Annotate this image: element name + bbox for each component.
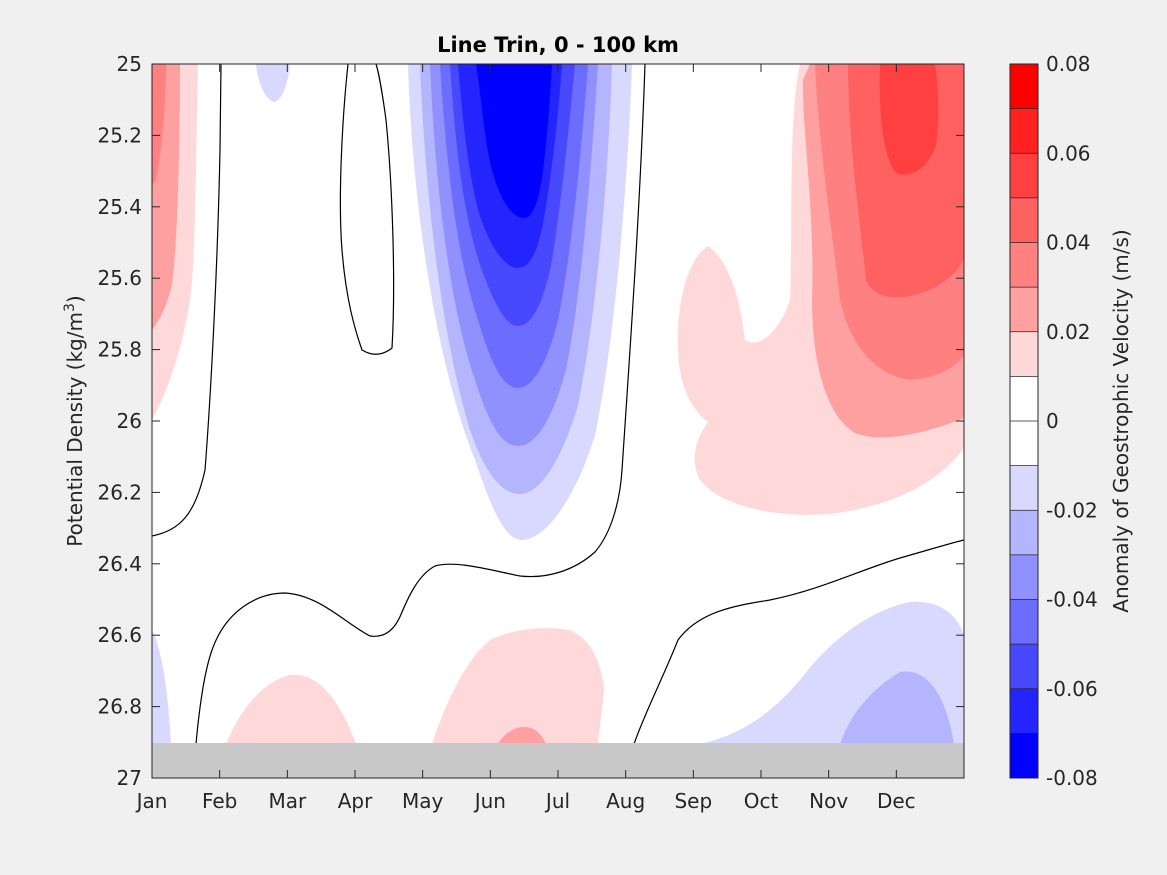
contour-fill-neg-mar-0.01 (256, 64, 290, 102)
x-tick-label: May (402, 789, 444, 813)
chart-title: Line Trin, 0 - 100 km (437, 33, 679, 57)
x-tick-label: Oct (744, 789, 779, 813)
contour-fill-neg-deep-dec-0.02 (840, 671, 954, 744)
zero-contour-line-apr (339, 64, 395, 355)
colorbar-segment (1010, 287, 1038, 333)
colorbar-segment (1010, 331, 1038, 377)
contour-fill-neg-deep-jan-0.01 (152, 630, 171, 744)
colorbar-tick-label: -0.06 (1046, 677, 1098, 701)
y-tick-label: 27 (117, 766, 142, 790)
colorbar: 0.08 0.06 0.04 0.02 0 -0.02 -0.04 -0.06 -0.08 (1009, 52, 1098, 790)
y-tick-label: 26.4 (97, 552, 142, 576)
x-tick-label: Apr (338, 789, 373, 813)
y-tick-label: 25 (117, 52, 142, 76)
colorbar-segment (1010, 644, 1038, 690)
y-tick-label: 26 (117, 409, 142, 433)
colorbar-tick-label: -0.02 (1046, 498, 1098, 522)
colorbar-tick-label: 0.04 (1046, 231, 1091, 255)
colorbar-segment (1010, 108, 1038, 154)
colorbar-segment (1010, 421, 1038, 467)
x-tick-label: Nov (809, 789, 848, 813)
contour-fill-pos-deep-jun-0.02 (498, 727, 546, 744)
colorbar-tick-label: 0 (1046, 409, 1059, 433)
y-tick-label: 26.6 (97, 623, 142, 647)
contour-fill-pos-dec-0.05 (879, 64, 939, 175)
x-tick-label: Aug (606, 789, 645, 813)
y-tick-label: 25.4 (97, 195, 142, 219)
colorbar-segment (1010, 733, 1038, 779)
y-axis-label-end: ) (63, 295, 87, 303)
x-tick-label: Dec (877, 789, 916, 813)
colorbar-segment (1010, 465, 1038, 511)
colorbar-tick-label: -0.04 (1046, 588, 1098, 612)
plot-area (152, 64, 964, 778)
x-tick-label: Jun (473, 789, 506, 813)
x-axis: Jan Feb Mar Apr May Jun Jul Aug Sep Oct Nov Dec (135, 64, 916, 813)
y-tick-label: 25.2 (97, 123, 142, 147)
colorbar-frame (1009, 63, 1039, 779)
colorbar-tick-label: 0.08 (1046, 52, 1091, 76)
contour-fill-pos-deep-jun-0.01 (432, 628, 604, 744)
y-tick-label: 25.8 (97, 338, 142, 362)
colorbar-label: Anomaly of Geostrophic Velocity (m/s) (1109, 229, 1133, 612)
y-tick-label: 25.6 (97, 266, 142, 290)
colorbar-segment (1010, 510, 1038, 556)
colorbar-segment (1010, 153, 1038, 199)
zero-contour-lines (152, 64, 964, 745)
y-tick-label: 26.8 (97, 695, 142, 719)
colorbar-segment (1010, 688, 1038, 734)
contour-fill-pos-jan-0.03 (152, 64, 166, 186)
colorbar-tick-label: 0.02 (1046, 320, 1091, 344)
colorbar-segment (1010, 242, 1038, 288)
zero-contour-line-lower (633, 539, 964, 745)
zero-contour-line-jan (152, 64, 222, 537)
y-axis: 25 25.2 25.4 25.6 25.8 26 26.2 26.4 26.6 26.8 27 (97, 52, 964, 790)
colorbar-segment (1010, 197, 1038, 243)
colorbar-segment (1010, 599, 1038, 645)
x-tick-label: Sep (674, 789, 712, 813)
colorbar-segment (1010, 376, 1038, 422)
zero-contour-line-mid (195, 64, 646, 745)
contour-fill-neg-summer-0.07 (476, 64, 552, 218)
y-axis-label-main: Potential Density (kg/m (63, 312, 87, 547)
colorbar-segment (1010, 64, 1038, 110)
colorbar-tick-label: -0.08 (1046, 766, 1098, 790)
x-tick-label: Feb (202, 789, 237, 813)
colorbar-tick-label: 0.06 (1046, 141, 1091, 165)
y-tick-label: 26.2 (97, 480, 142, 504)
contour-fill-pos-deep-mar-0.01 (226, 674, 356, 744)
y-axis-label-superscript: 3 (62, 303, 78, 312)
y-axis-label: Potential Density (kg/m3) (62, 295, 87, 546)
x-tick-label: Jul (544, 789, 570, 813)
x-tick-label: Jan (135, 789, 168, 813)
x-tick-label: Mar (268, 789, 307, 813)
colorbar-segment (1010, 554, 1038, 600)
